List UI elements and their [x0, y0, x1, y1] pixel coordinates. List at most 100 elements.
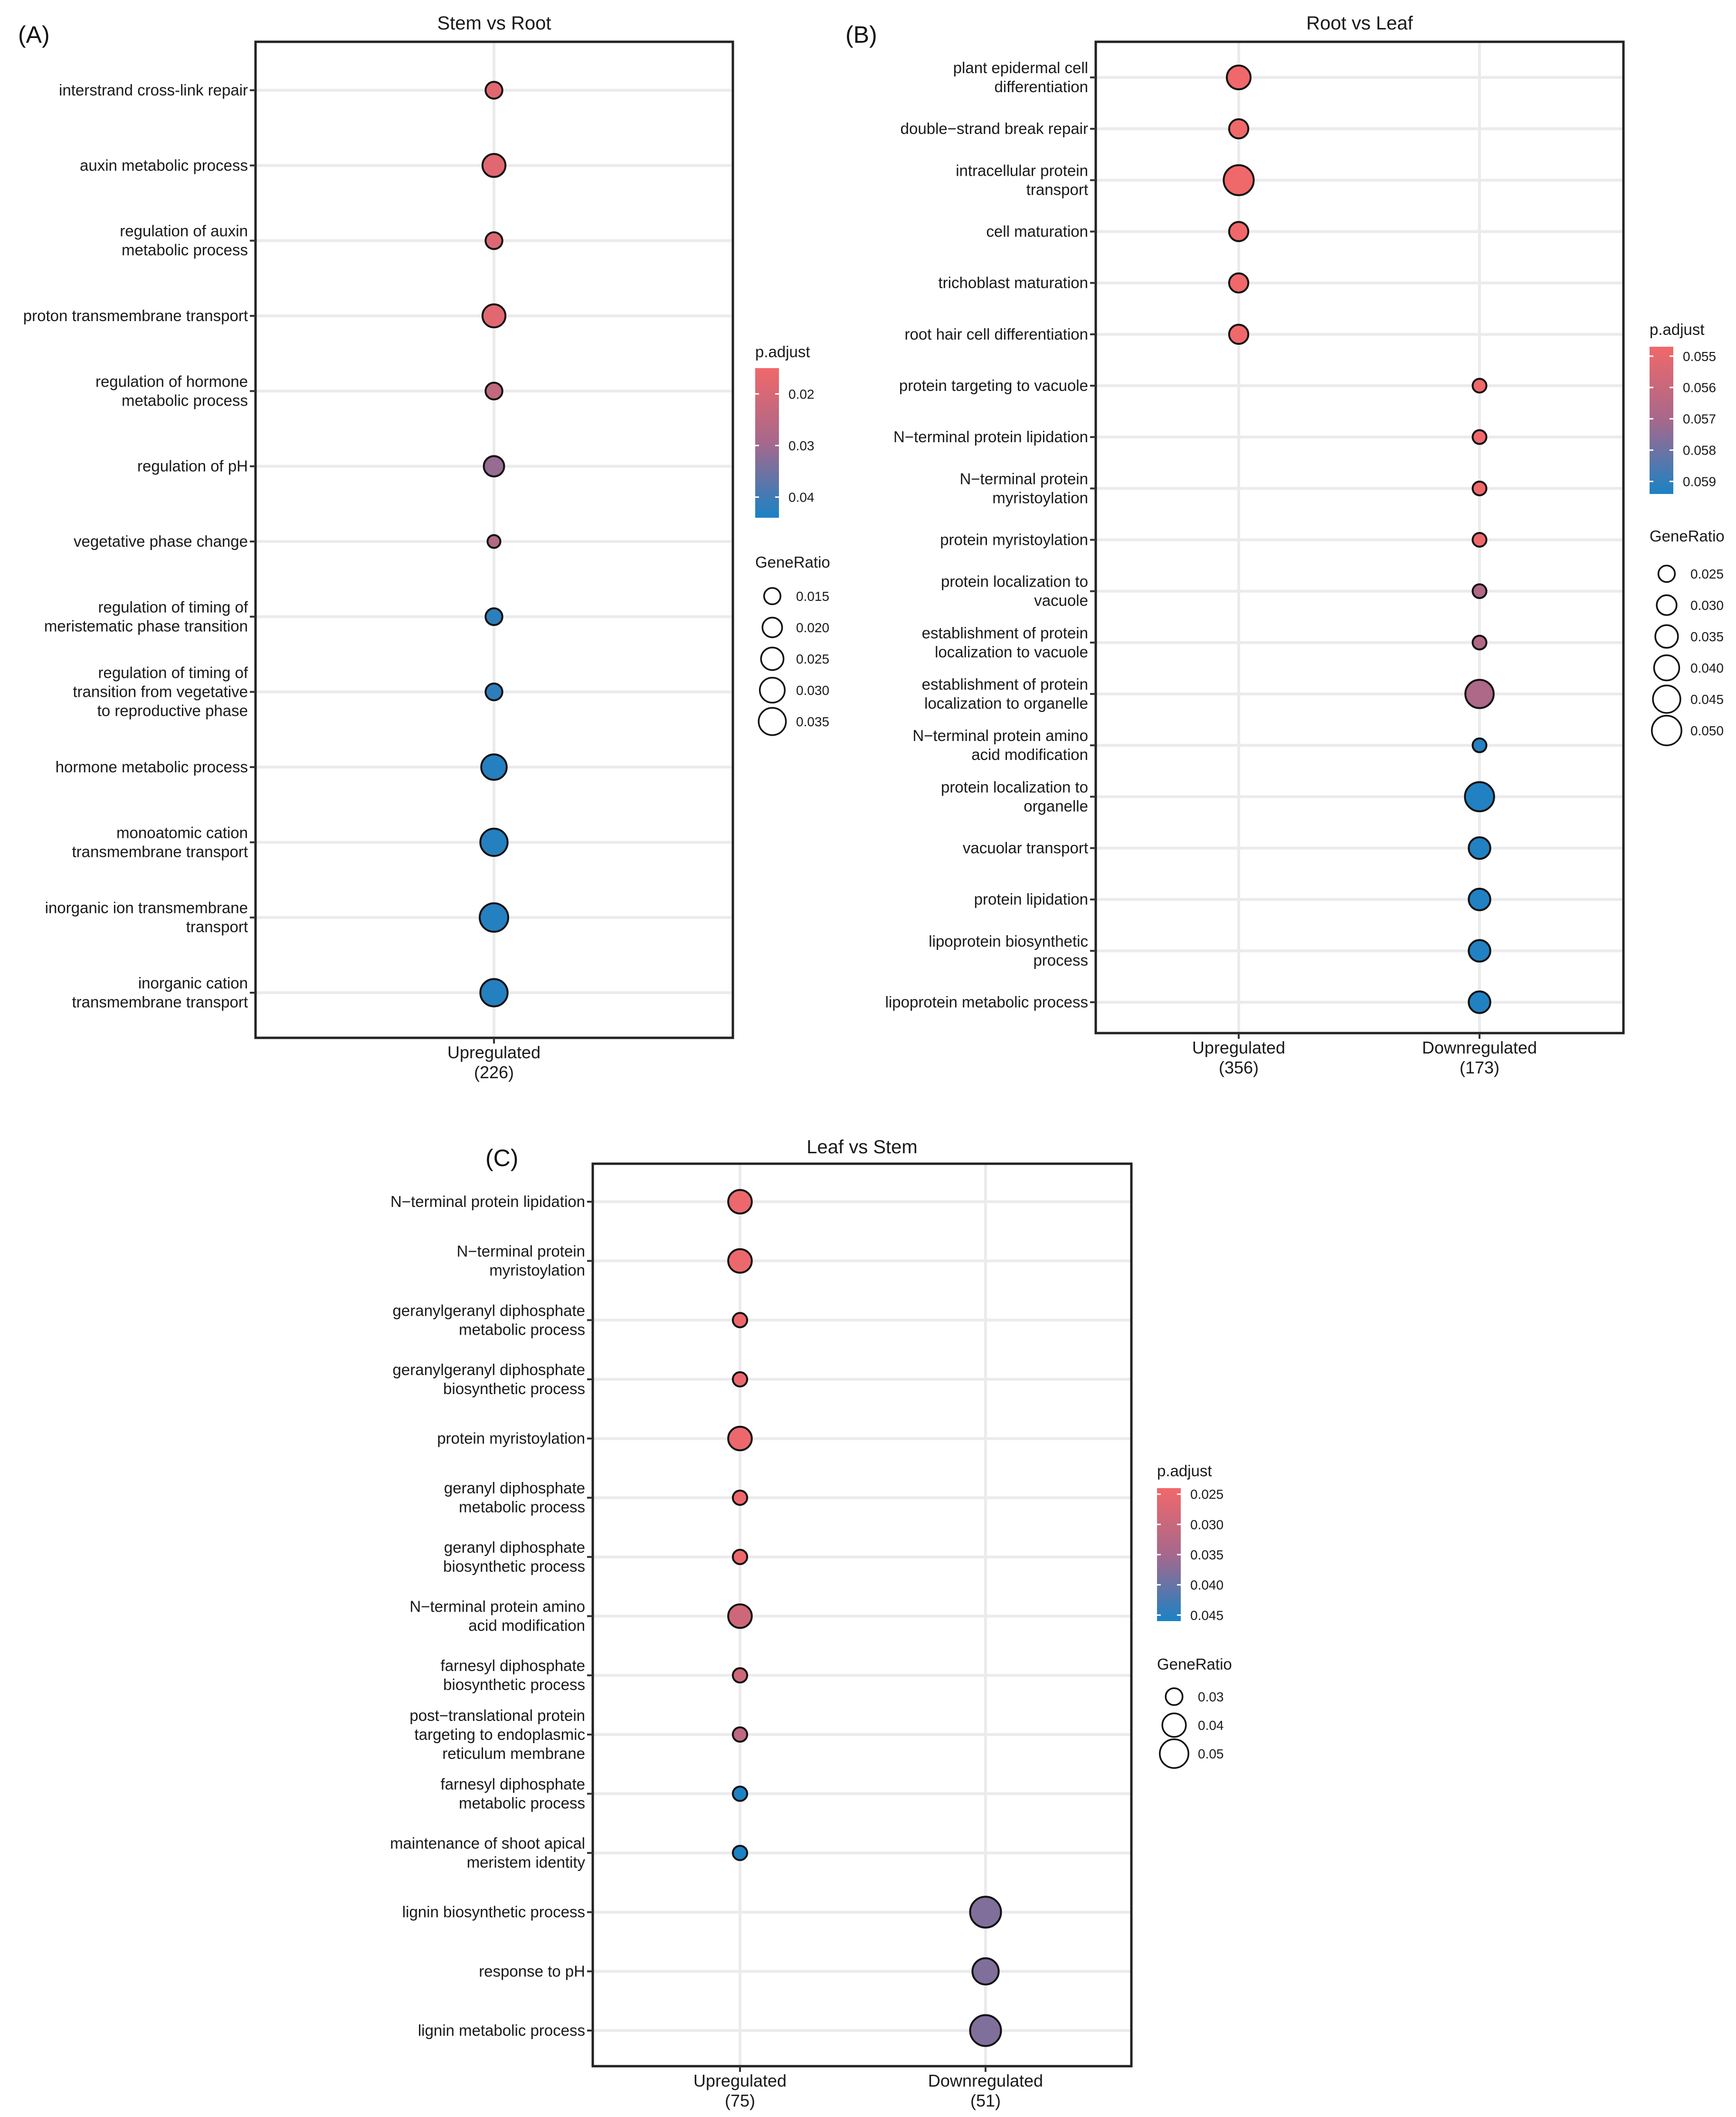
color-legend-title: p.adjust [755, 343, 810, 361]
y-tick-label-line: regulation of pH [137, 457, 248, 475]
size-legend-label: 0.050 [1690, 723, 1724, 738]
y-tick-label: geranyl diphosphate metabolic process [444, 1479, 585, 1516]
data-point [731, 1726, 749, 1743]
size-legend-label: 0.05 [1198, 1747, 1224, 1761]
y-tick-label-line: protein lipidation [974, 891, 1088, 908]
y-tick-label: inorganic cation transmembrane transport [72, 974, 248, 1011]
y-tick-label: N−terminal protein amino acid modificatio… [409, 1598, 585, 1634]
size-legend-circle [1651, 715, 1682, 746]
data-point [486, 534, 502, 549]
y-tick-label-line: N−terminal protein lipidation [893, 428, 1088, 446]
y-tick-label-line: maintenance of shoot apical [390, 1834, 585, 1852]
y-tick-label-line: establishment of protein [922, 675, 1088, 693]
y-tick-label-line: post−translational protein [409, 1707, 585, 1724]
size-legend-label: 0.025 [1690, 567, 1724, 581]
size-legend-circle [763, 587, 782, 606]
y-tick-label-line: plant epidermal cell [953, 59, 1088, 76]
chart-title: Stem vs Root [437, 13, 551, 34]
data-point [971, 1957, 1000, 1985]
y-tick-label-line: regulation of auxin [120, 222, 248, 240]
data-point [1471, 480, 1488, 496]
data-point [731, 1371, 749, 1388]
data-point [1468, 939, 1491, 963]
y-tick-label-line: metabolic process [459, 1498, 585, 1516]
plot-frame [591, 1162, 1133, 2068]
y-tick-label-line: interstrand cross-link repair [59, 81, 248, 99]
color-legend-label: 0.035 [1190, 1547, 1224, 1562]
data-point [1471, 635, 1488, 651]
y-tick-label: regulation of timing of meristematic phas… [44, 598, 248, 635]
size-legend-label: 0.030 [1690, 598, 1724, 613]
y-tick-label-line: transport [186, 918, 248, 936]
size-legend-label: 0.025 [796, 652, 829, 666]
color-legend-bar [755, 368, 779, 518]
y-tick-label: protein localization to organelle [941, 778, 1088, 815]
data-point [727, 1603, 753, 1629]
y-tick-label: vacuolar transport [963, 839, 1088, 857]
x-tick-count: (75) [725, 2091, 755, 2110]
y-tick-label: protein myristoylation [940, 531, 1088, 549]
y-tick-label: proton transmembrane transport [23, 307, 248, 324]
y-tick-label-line: protein targeting to vacuole [899, 377, 1088, 394]
size-legend-title: GeneRatio [755, 553, 830, 571]
y-tick-label-line: vacuolar transport [963, 839, 1088, 857]
size-legend-title: GeneRatio [1157, 1655, 1232, 1673]
size-legend-label: 0.040 [1690, 661, 1724, 675]
y-tick-label-line: organelle [1024, 797, 1088, 815]
data-point [1468, 887, 1491, 911]
y-tick-label: geranylgeranyl diphosphate metabolic proc… [393, 1301, 585, 1338]
y-tick-label-line: localization to vacuole [935, 643, 1088, 661]
data-point [479, 978, 509, 1007]
y-tick-label-line: protein myristoylation [940, 531, 1088, 549]
data-point [1471, 429, 1488, 445]
y-tick-label-line: acid modification [971, 746, 1088, 763]
data-point [727, 1248, 753, 1274]
y-tick-label-line: N−terminal protein [456, 1243, 585, 1260]
data-point [481, 303, 507, 329]
y-tick-label-line: metabolic process [122, 241, 248, 259]
gridlines [593, 1164, 1131, 2066]
y-tick-label: N−terminal protein lipidation [390, 1193, 585, 1210]
data-point [484, 381, 503, 401]
y-tick-label: lignin biosynthetic process [402, 1903, 585, 1921]
y-tick-label-line: acid modification [468, 1617, 585, 1634]
size-legend-circle [760, 646, 785, 671]
size-legend-circle [1657, 564, 1676, 583]
color-legend-label: 0.059 [1683, 475, 1716, 489]
y-tick-label-line: hormone metabolic process [56, 758, 248, 776]
y-tick-label-line: geranylgeranyl diphosphate [393, 1301, 585, 1319]
y-tick-label: monoatomic cation transmembrane transport [72, 824, 248, 860]
y-tick-label: double−strand break repair [901, 120, 1088, 137]
y-tick-label-line: lipoprotein biosynthetic [929, 932, 1088, 950]
data-point [1471, 737, 1488, 753]
y-tick-label-line: protein myristoylation [437, 1430, 585, 1447]
y-tick-label-line: vegetative phase change [74, 532, 248, 550]
data-point [480, 753, 508, 781]
y-tick-label-line: to reproductive phase [97, 702, 248, 720]
data-point [731, 1548, 749, 1565]
y-tick-label: intracellular protein transport [956, 161, 1088, 198]
y-tick-label-line: lipoprotein metabolic process [885, 993, 1088, 1011]
y-tick-label-line: regulation of hormone [95, 372, 248, 390]
y-tick-label-line: metabolic process [459, 1794, 585, 1812]
data-point [484, 81, 503, 100]
y-tick-label-line: transition from vegetative [73, 683, 248, 701]
y-tick-label: protein lipidation [974, 891, 1088, 908]
y-tick-label-line: farnesyl diphosphate [440, 1657, 585, 1674]
y-tick-label: interstrand cross-link repair [59, 81, 248, 99]
color-legend-label: 0.03 [788, 438, 815, 453]
y-tick-label: auxin metabolic process [80, 156, 248, 174]
y-tick-label-line: N−terminal protein amino [912, 727, 1088, 744]
y-tick-label-line: cell maturation [986, 223, 1088, 240]
y-tick-label: trichoblast maturation [939, 274, 1088, 292]
y-tick-label-line: inorganic cation [138, 974, 248, 992]
data-point [727, 1189, 753, 1215]
data-point [481, 153, 507, 178]
y-tick-label-line: monoatomic cation [116, 824, 248, 841]
color-legend-bar [1650, 347, 1673, 494]
y-tick-label-line: myristoylation [992, 489, 1088, 506]
size-legend-circle [1159, 1738, 1189, 1769]
color-legend-label: 0.04 [788, 490, 815, 505]
y-tick-label-line: geranylgeranyl diphosphate [393, 1361, 585, 1378]
x-tick-label: Upregulated [447, 1043, 541, 1062]
